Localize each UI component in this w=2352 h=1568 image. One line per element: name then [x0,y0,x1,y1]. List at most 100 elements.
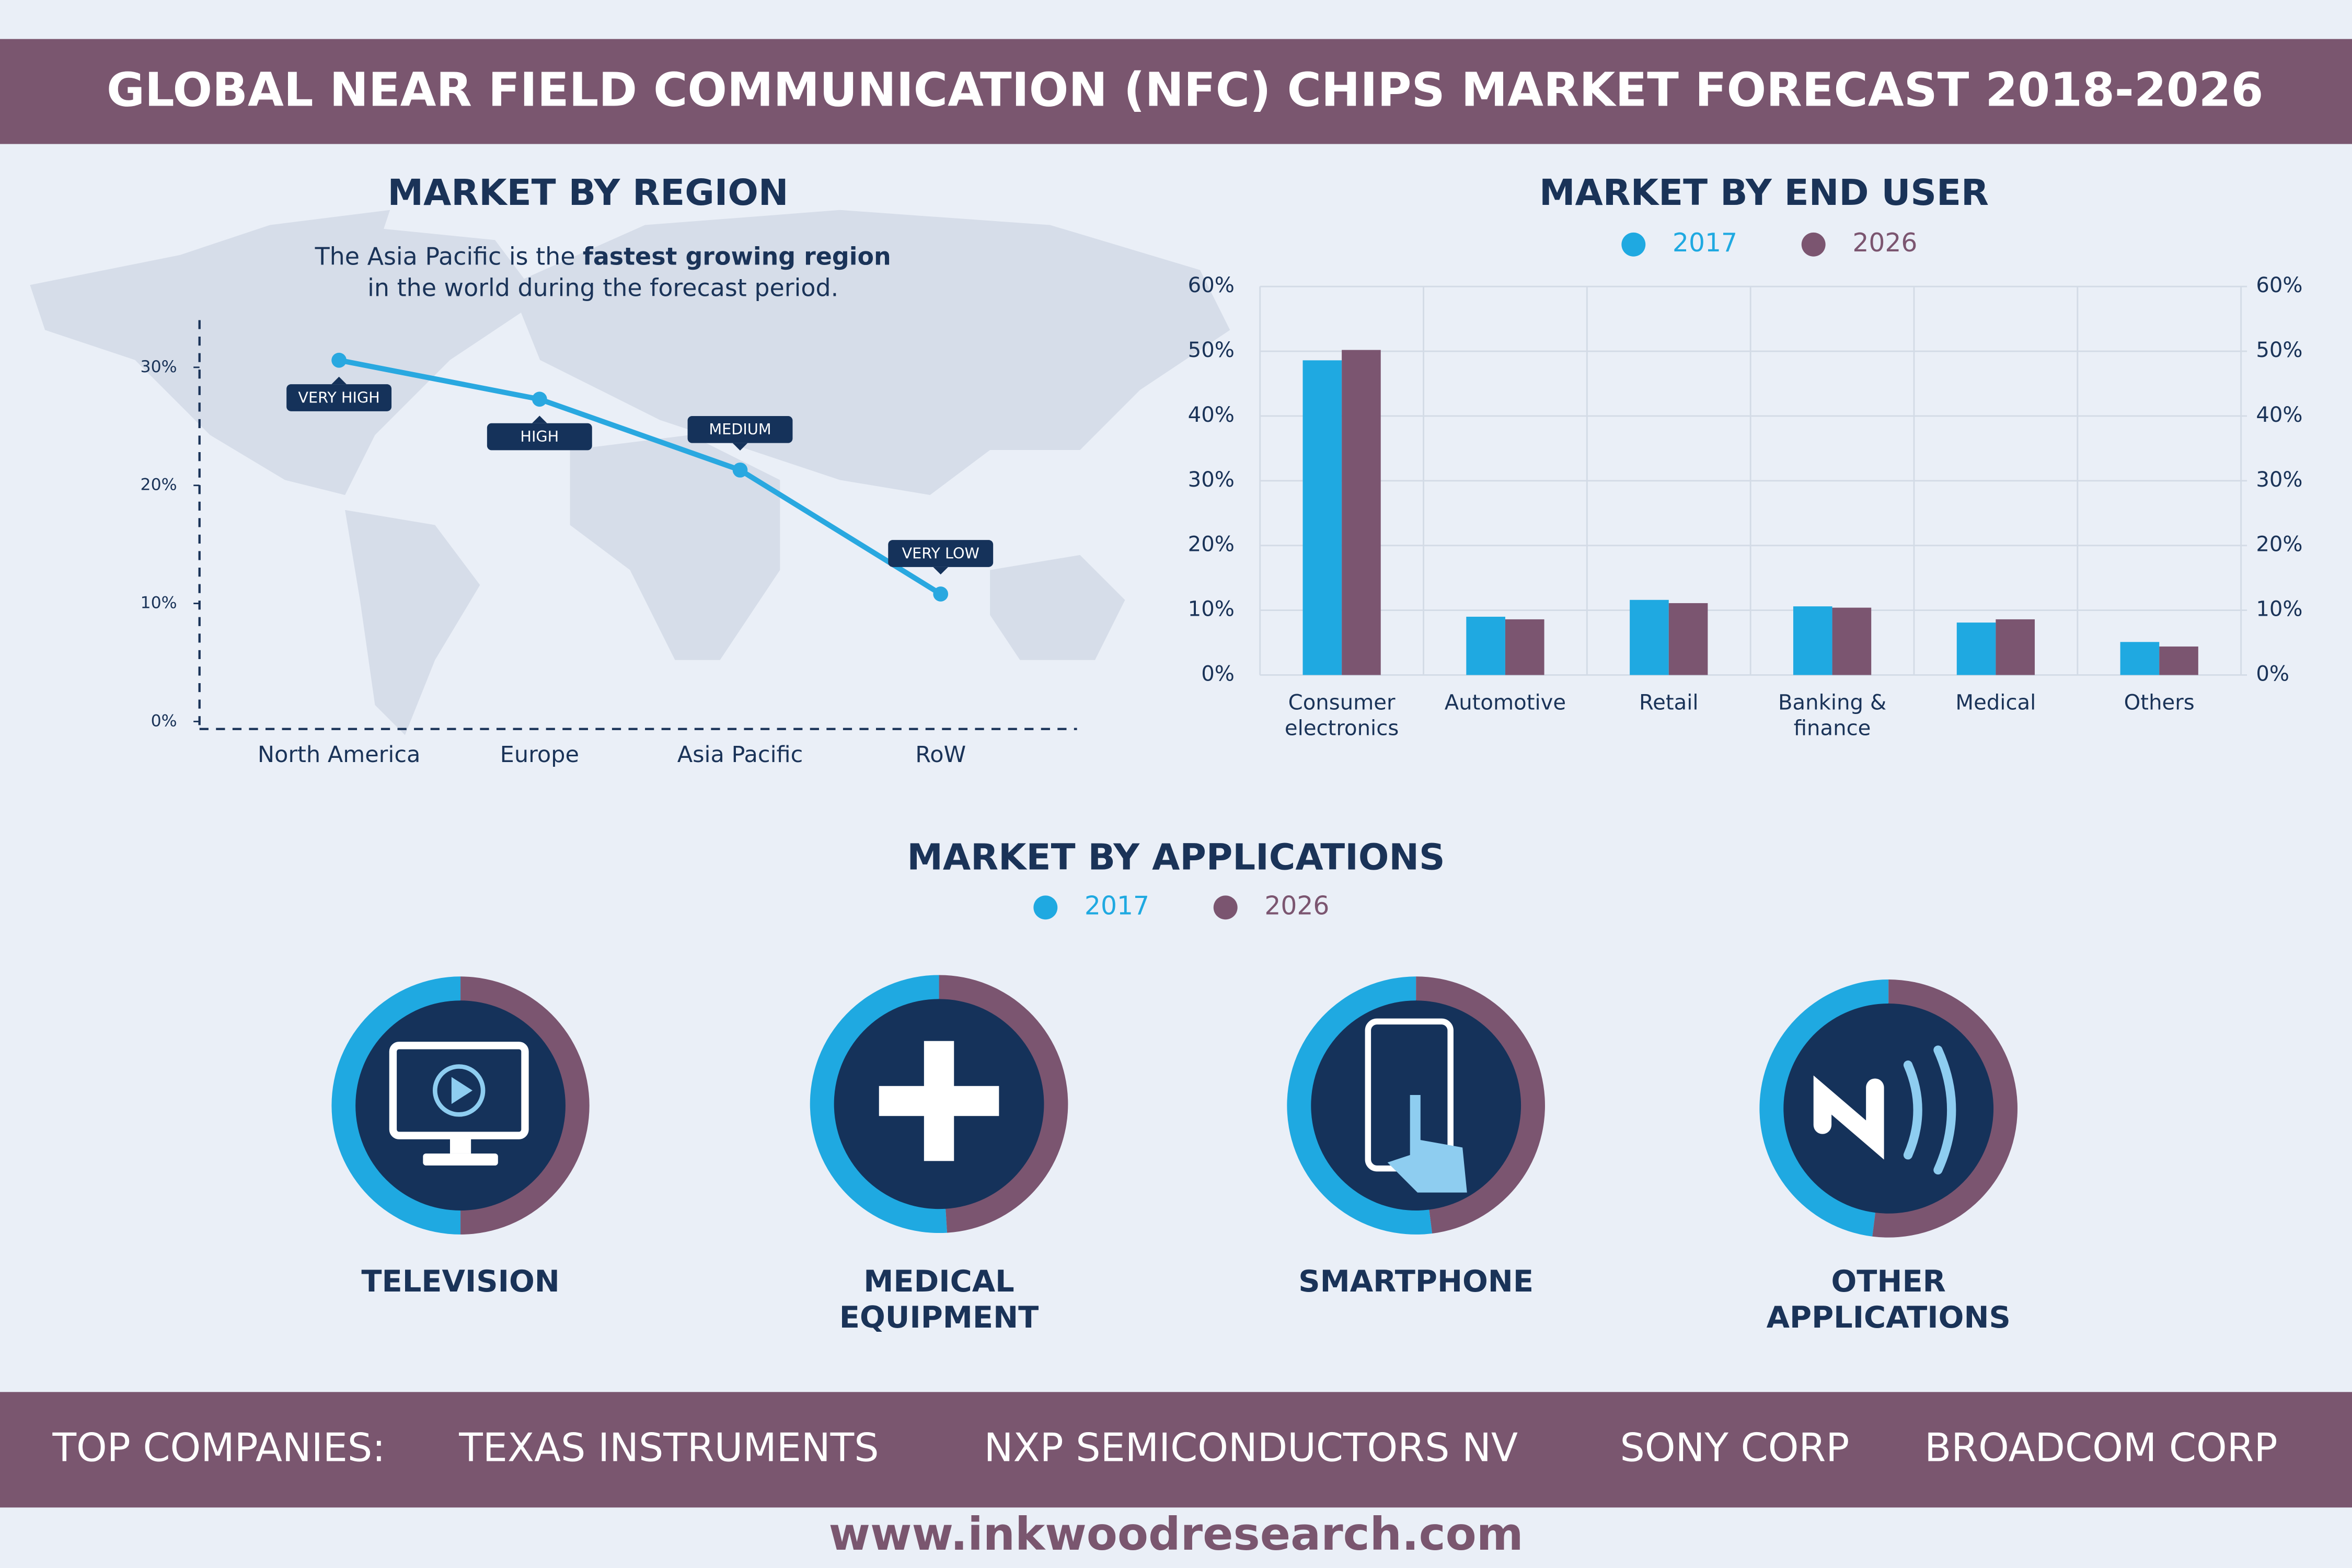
annotation: VERY HIGH [298,388,379,406]
donut-segment [1872,979,2018,1238]
television-icon [389,1042,529,1166]
donut-segment [1416,976,1545,1233]
annotation-box [888,540,994,567]
nfc-icon [1813,1045,1956,1175]
line [338,358,942,596]
page-title: GLOBAL NEAR FIELD COMMUNICATION (NFC) CH… [107,62,2263,117]
y-tick-label: 10% [141,594,177,613]
point [532,391,547,407]
bar [1793,606,1832,675]
application-label-box: SMARTPHONE [1298,1263,1534,1299]
company-name: NXP SEMICONDUCTORS NV [984,1425,1518,1471]
subtitle-part: The Asia Pacific is the [315,242,575,270]
legend-label: 2026 [1852,228,1917,258]
y-tick-label: 50% [1188,338,1235,362]
x-tick-label: Medical [1955,691,2036,716]
annotation-pointer [532,416,547,423]
company-name: SONY CORP [1620,1425,1849,1471]
x-tick-label: Asia Pacific [677,742,803,768]
smartphone-icon [1365,1018,1467,1193]
x-tick-label-box: Medical [1955,691,2036,716]
legend-swatch [1621,232,1646,257]
application-label: MEDICAL EQUIPMENT [839,1263,1039,1335]
bar [1630,599,1669,675]
annotation-box [487,423,592,451]
application-label-box: MEDICAL EQUIPMENT [839,1263,1039,1335]
footer-label: TOP COMPANIES: [52,1425,385,1471]
legend-label: 2026 [1264,891,1329,920]
y-tick-label: 0% [1201,662,1235,686]
y-tick-label: 30% [1188,468,1235,492]
x-tick-label-box: Banking & finance [1778,691,1887,741]
website: www.inkwoodresearch.com [828,1508,1523,1561]
legend-label: 2017 [1673,228,1737,258]
donut-segment [460,976,590,1235]
x-tick-label: Others [2124,691,2195,716]
annotation-pointer [933,567,949,575]
y2-tick-label: 30% [2256,468,2302,492]
point [933,586,949,602]
x-tick-label: North America [258,742,421,768]
x-tick-label: Consumer electronics [1284,691,1399,741]
point [331,352,347,368]
y-tick-label: 0% [151,711,177,730]
x-tick-label-box: Automotive [1444,691,1566,716]
donut-segment [1759,979,1889,1237]
y2-tick-label: 50% [2256,338,2302,362]
application-label-box: OTHER APPLICATIONS [1766,1263,2011,1335]
donut-segment [810,975,948,1233]
x-tick-label: Europe [500,742,579,768]
application-label: SMARTPHONE [1298,1263,1534,1299]
y2-tick-label: 20% [2256,533,2302,557]
bar [1996,619,2035,675]
annotation-box [286,384,392,411]
company-name: BROADCOM CORP [1924,1425,2278,1471]
legend-swatch [1213,895,1238,920]
bar [1505,619,1544,675]
y-tick-label: 10% [1188,597,1235,621]
y2-tick-label: 40% [2256,403,2302,427]
point [732,462,748,478]
annotation: VERY LOW [902,544,979,562]
x-tick-label: Banking & finance [1778,691,1887,741]
annotation-box [687,416,793,443]
chart-title: MARKET BY REGION [387,172,788,214]
annotation: MEDIUM [709,420,771,438]
bar [2120,642,2160,675]
chart-title: MARKET BY END USER [1539,172,1989,214]
bar [1832,607,1872,675]
subtitle: in the world during the forecast period. [367,273,838,302]
chart-title: MARKET BY APPLICATIONS [907,836,1445,878]
donut-segment [331,976,461,1235]
bar [1342,350,1381,675]
legend-swatch [1801,232,1826,257]
medical-icon [879,1041,999,1161]
y2-tick-label: 10% [2256,597,2302,621]
donut-segment [1287,976,1433,1235]
y-tick-label: 20% [1188,533,1235,557]
x-tick-label-box: Others [2124,691,2195,716]
application-label: TELEVISION [361,1263,560,1299]
application-label-box: TELEVISION [361,1263,560,1299]
y-tick-label: 60% [1188,273,1235,297]
annotation: HIGH [520,428,559,445]
y-tick-label: 30% [141,358,177,376]
x-tick-label: Automotive [1444,691,1566,716]
subtitle-emphasis: fastest growing region [583,242,891,270]
y-tick-label: 20% [141,476,177,494]
bar [1668,603,1708,675]
header-bar [0,39,2352,144]
bar [1302,360,1342,675]
company-name: TEXAS INSTRUMENTS [458,1425,879,1471]
annotation-pointer [732,443,748,451]
y2-tick-label: 0% [2256,662,2289,686]
footer-bar [0,1392,2352,1508]
application-label: OTHER APPLICATIONS [1766,1263,2011,1335]
annotation-pointer [331,376,347,385]
y2-tick-label: 60% [2256,273,2302,297]
legend-label: 2017 [1085,891,1149,920]
x-tick-label: Retail [1639,691,1699,716]
